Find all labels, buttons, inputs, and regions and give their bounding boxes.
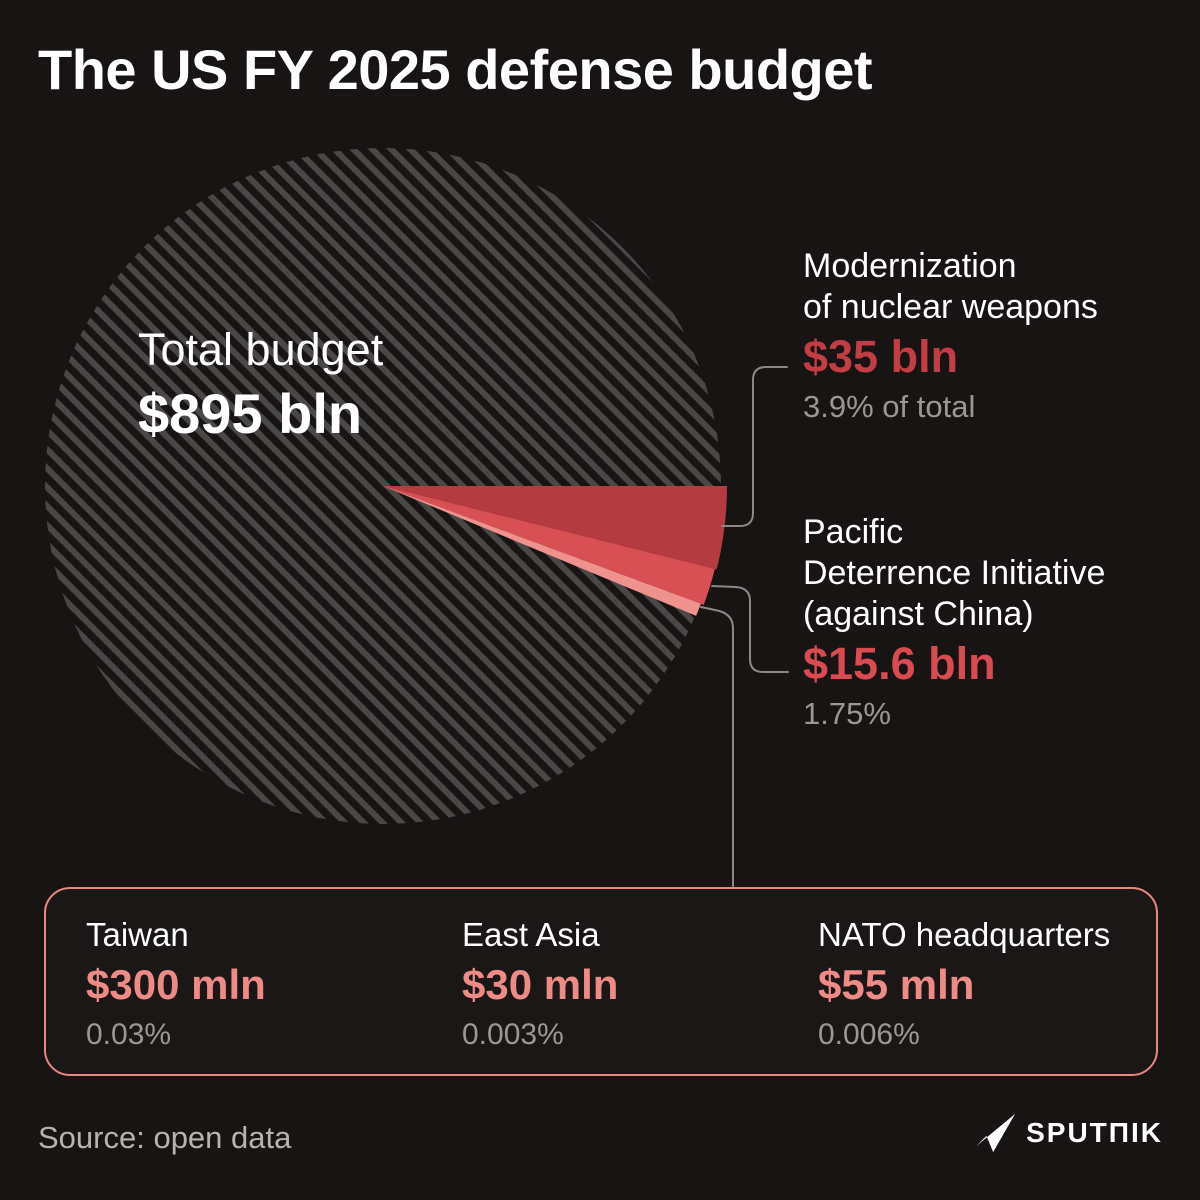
minor-item-nato: NATO headquarters $55 mln 0.006% — [818, 916, 1156, 1074]
nuclear-share: 3.9% of total — [803, 389, 976, 424]
pacific-label-line2: Deterrence Initiative — [803, 554, 1106, 592]
connector-nuclear — [721, 366, 788, 527]
sputnik-wordmark: SPUTΠIK — [1026, 1117, 1163, 1148]
pie-slice — [383, 486, 701, 616]
minor-item-label: East Asia — [462, 916, 600, 953]
source-note: Source: open data — [38, 1120, 292, 1155]
minor-item-label: NATO headquarters — [818, 916, 1111, 953]
pie-wedges — [383, 486, 727, 616]
callout-pacific: Pacific Deterrence Initiative (against C… — [803, 512, 1183, 733]
pacific-value: $15.6 bln — [803, 638, 996, 689]
minor-item-taiwan: Taiwan $300 mln 0.03% — [86, 916, 462, 1074]
callout-nuclear: Modernization of nuclear weapons $35 bln… — [803, 246, 1183, 426]
minor-item-label: Taiwan — [86, 916, 189, 953]
pie-slice — [383, 486, 715, 605]
minor-item-share: 0.006% — [818, 1018, 920, 1051]
nuclear-label-line1: Modernization — [803, 247, 1017, 285]
minor-items-box: Taiwan $300 mln 0.03% East Asia $30 mln … — [44, 887, 1158, 1076]
minor-item-value: $300 mln — [86, 961, 266, 1008]
connector-minor-box — [700, 606, 734, 887]
nuclear-value: $35 bln — [803, 331, 959, 382]
pacific-share: 1.75% — [803, 696, 891, 731]
total-budget-value: $895 bln — [138, 382, 363, 446]
minor-item-value: $55 mln — [818, 961, 975, 1008]
nuclear-label-line2: of nuclear weapons — [803, 288, 1098, 326]
callout-connectors — [700, 366, 789, 887]
page-title: The US FY 2025 defense budget — [38, 38, 873, 101]
minor-item-share: 0.003% — [462, 1018, 564, 1051]
pacific-label-line3: (against China) — [803, 595, 1034, 633]
sputnik-logo: SPUTΠIK — [975, 1112, 1163, 1154]
sputnik-arrow-icon — [976, 1113, 1016, 1153]
pie-center-label: Total budget $895 bln — [138, 322, 383, 447]
minor-item-share: 0.03% — [86, 1018, 172, 1051]
minor-item-east-asia: East Asia $30 mln 0.003% — [462, 916, 818, 1074]
pacific-label-line1: Pacific — [803, 513, 904, 551]
pie-slice — [383, 486, 727, 570]
minor-item-value: $30 mln — [462, 961, 619, 1008]
connector-pacific — [711, 585, 789, 673]
total-budget-label: Total budget — [138, 324, 384, 375]
